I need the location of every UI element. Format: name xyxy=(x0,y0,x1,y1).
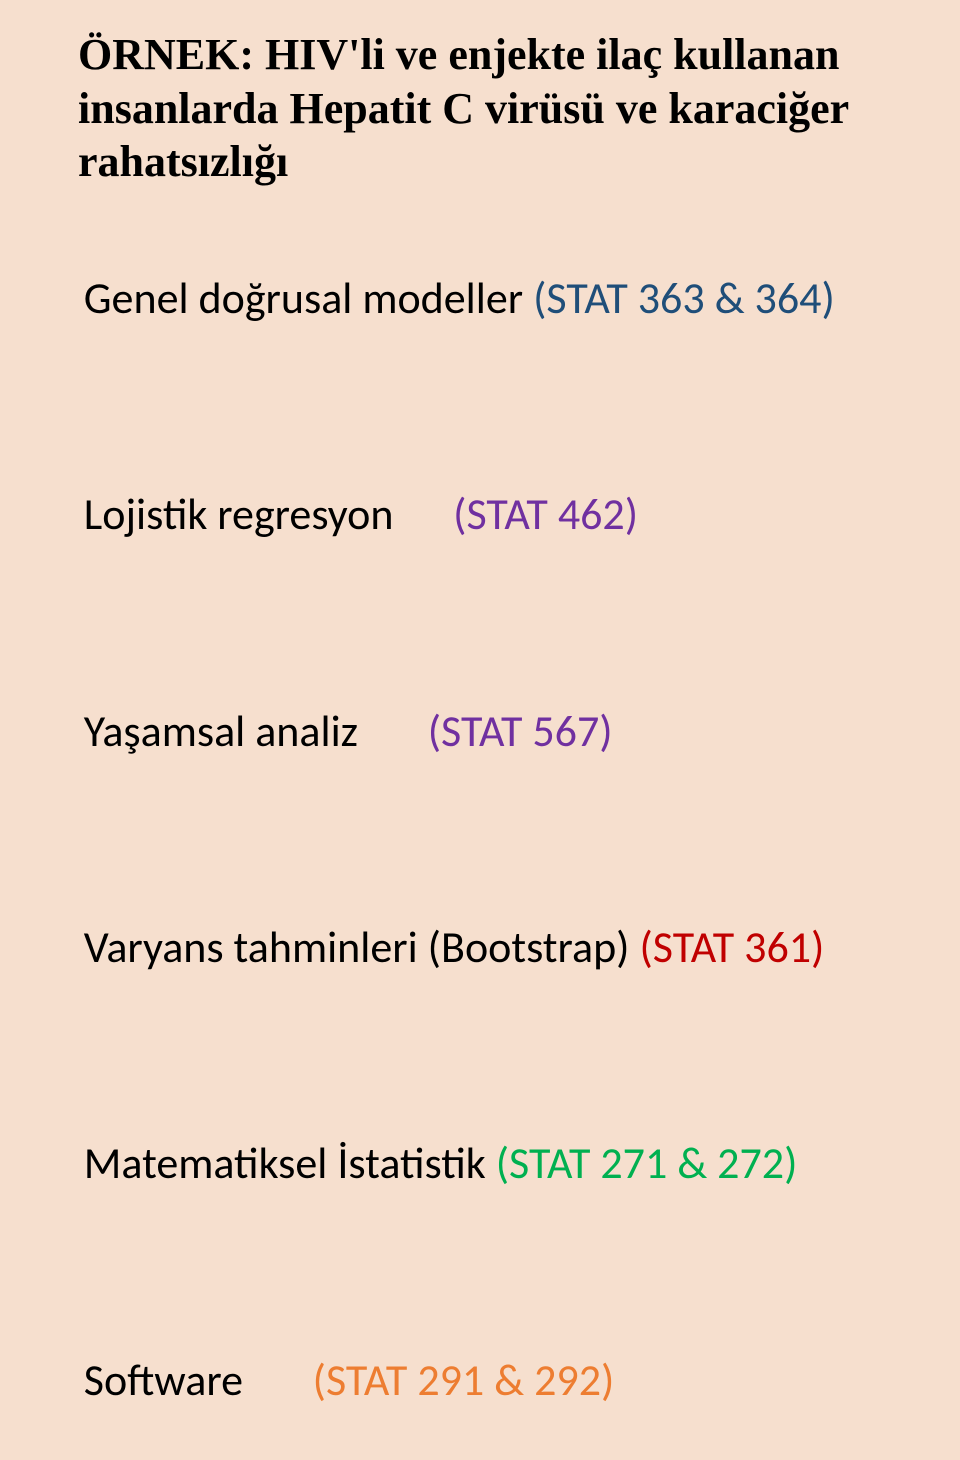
item-code: (STAT 567) xyxy=(428,704,613,758)
item-label: Varyans tahminleri (Bootstrap) xyxy=(84,920,640,974)
item-code: (STAT 361) xyxy=(639,920,824,974)
list-item: Genel doğrusal modeller (STAT 363 & 364) xyxy=(44,219,916,377)
item-code: (STAT 462) xyxy=(453,487,638,541)
item-code: (STAT 271 & 272) xyxy=(496,1136,798,1190)
item-gap xyxy=(358,704,428,758)
title-line-1: ÖRNEK: HIV'li ve enjekte ilaç kullanan xyxy=(78,30,839,79)
slide-page: ÖRNEK: HIV'li ve enjekte ilaç kullanan i… xyxy=(0,0,960,1070)
list-item: Software (STAT 291 & 292) xyxy=(44,1301,916,1459)
slide-title: ÖRNEK: HIV'li ve enjekte ilaç kullanan i… xyxy=(44,28,916,189)
list-item: Yaşamsal analiz (STAT 567) xyxy=(44,652,916,810)
item-gap xyxy=(243,1353,313,1407)
title-line-3: rahatsızlığı xyxy=(44,135,916,189)
item-label: Yaşamsal analiz xyxy=(84,704,358,758)
item-code: (STAT 291 & 292) xyxy=(313,1353,615,1407)
list-item: Matematiksel İstatistik (STAT 271 & 272) xyxy=(44,1085,916,1243)
list-item: Varyans tahminleri (Bootstrap) (STAT 361… xyxy=(44,868,916,1026)
item-label: Genel doğrusal modeller xyxy=(84,271,533,325)
item-gap xyxy=(393,487,453,541)
item-code: (STAT 363 & 364) xyxy=(533,271,835,325)
item-label: Lojistik regresyon xyxy=(84,487,394,541)
title-line-2: insanlarda Hepatit C virüsü ve karaciğer xyxy=(44,82,916,136)
list-item: Lojistik regresyon (STAT 462) xyxy=(44,435,916,593)
item-label: Software xyxy=(84,1353,243,1407)
item-label: Matematiksel İstatistik xyxy=(84,1136,496,1190)
